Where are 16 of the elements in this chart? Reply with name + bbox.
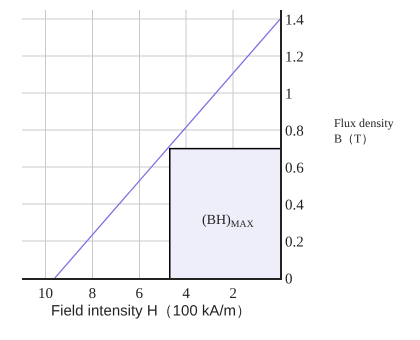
y-tick-label: 0.8: [285, 123, 304, 140]
y-tick-label: 0.2: [285, 234, 304, 250]
y-tick-label: 0: [285, 271, 292, 288]
x-tick-label: 6: [136, 286, 144, 302]
annotation: (BH)$_{MAX}$: [202, 213, 254, 230]
x-tick-label: 2: [229, 286, 237, 302]
y-tick-label: 0.4: [285, 197, 304, 214]
y-tick-label: 0.6: [285, 160, 304, 176]
y-tick-label: 1.2: [285, 49, 304, 66]
y-tick-label: 1: [285, 86, 292, 102]
x-axis-title: Field intensity H（100 kA/m）: [50, 302, 252, 320]
x-tick-label: 4: [182, 286, 190, 302]
x-tick-label: 10: [38, 286, 53, 302]
y-tick-label: 1.4: [285, 12, 304, 28]
y-axis-title: Flux density B（T）: [334, 116, 394, 146]
x-tick-label: 8: [88, 286, 96, 302]
